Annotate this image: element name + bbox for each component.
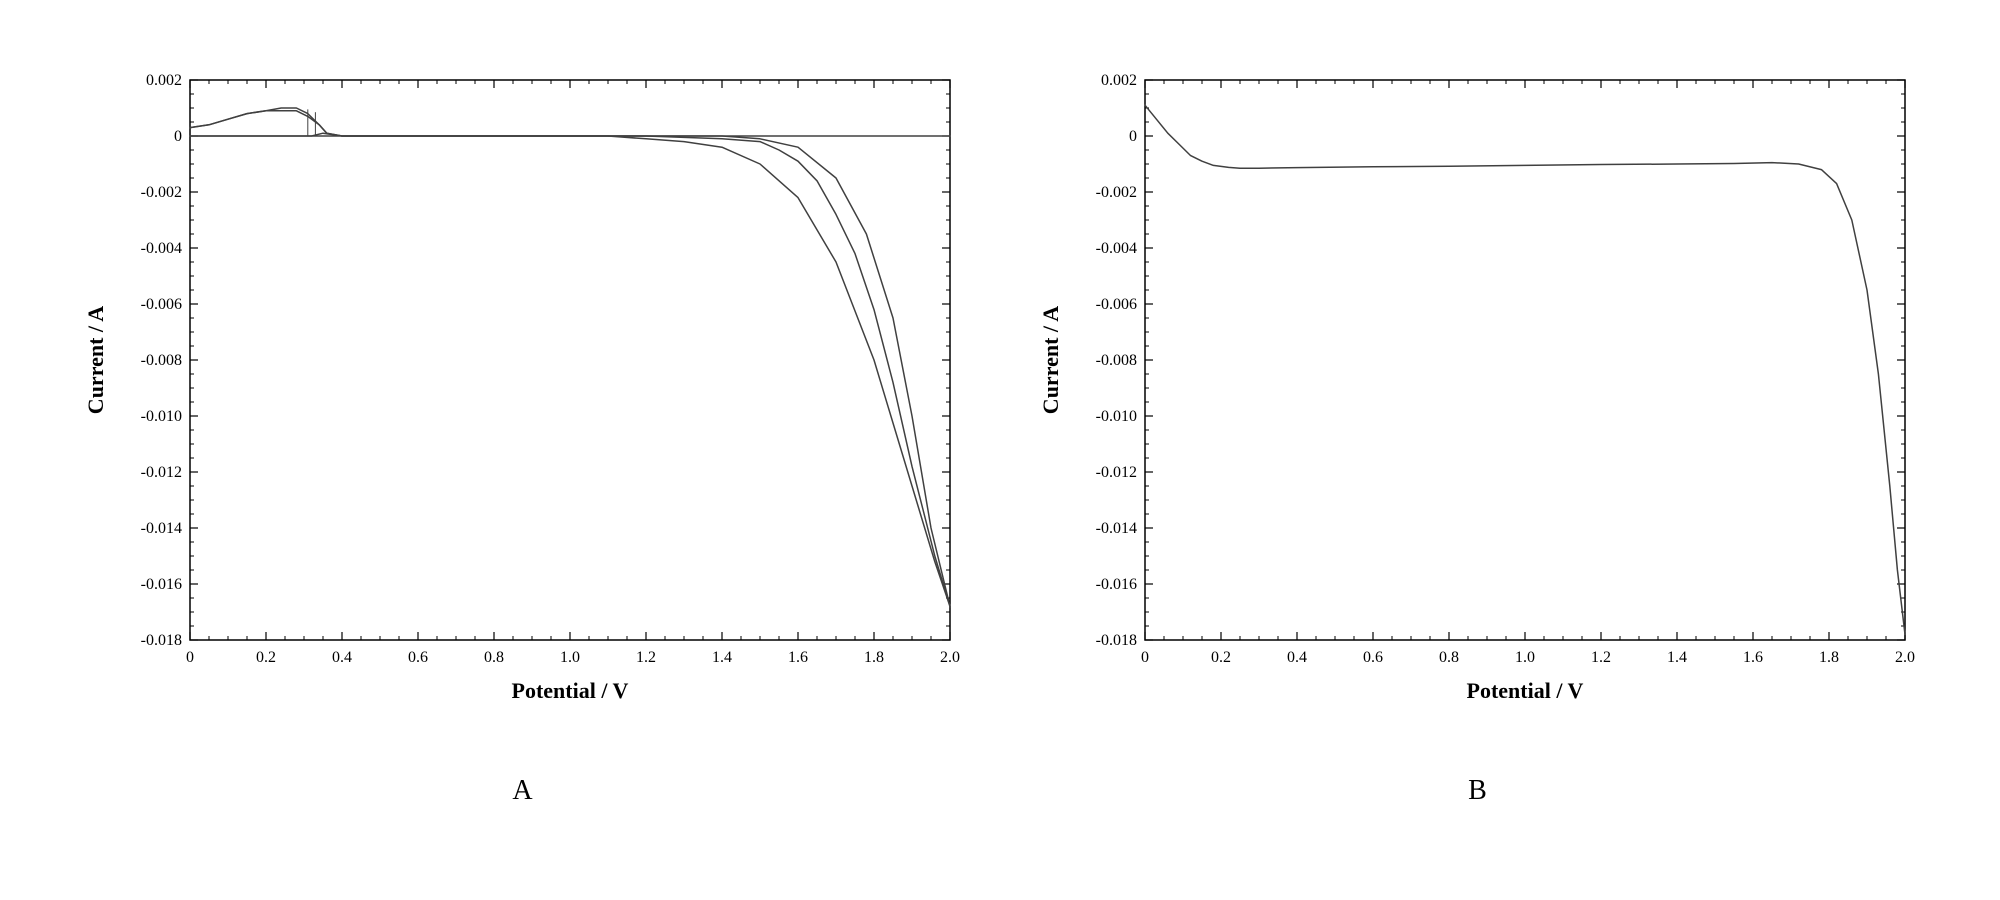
svg-text:-0.018: -0.018 xyxy=(1096,632,1137,649)
svg-text:-0.014: -0.014 xyxy=(141,520,182,537)
svg-text:-0.008: -0.008 xyxy=(141,352,182,369)
svg-text:0: 0 xyxy=(186,649,194,666)
svg-text:0.8: 0.8 xyxy=(1439,649,1459,666)
svg-text:-0.014: -0.014 xyxy=(1096,520,1137,537)
svg-text:Potential / V: Potential / V xyxy=(512,678,629,703)
svg-text:0.6: 0.6 xyxy=(408,649,428,666)
svg-text:1.2: 1.2 xyxy=(1591,649,1611,666)
svg-text:-0.004: -0.004 xyxy=(141,240,182,257)
svg-text:0.4: 0.4 xyxy=(1287,649,1307,666)
svg-text:-0.010: -0.010 xyxy=(1096,408,1137,425)
svg-text:-0.006: -0.006 xyxy=(141,296,182,313)
svg-text:0: 0 xyxy=(174,128,182,145)
svg-text:2.0: 2.0 xyxy=(1895,649,1915,666)
svg-text:1.0: 1.0 xyxy=(1515,649,1535,666)
svg-text:1.6: 1.6 xyxy=(1743,649,1763,666)
svg-text:1.8: 1.8 xyxy=(1819,649,1839,666)
chart-a-svg: 0 0.2 0.4 0.6 0.8 1.0 1.2 1.4 1.6 1.8 2.0 -0.018 -0.… xyxy=(75,60,970,735)
svg-text:0.4: 0.4 xyxy=(332,649,352,666)
svg-text:0: 0 xyxy=(1141,649,1149,666)
panel-b: 0 0.2 0.4 0.6 0.8 1.0 1.2 1.4 1.6 1.8 2.0 -0.018 -0.… xyxy=(1030,60,1925,807)
svg-text:-0.018: -0.018 xyxy=(141,632,182,649)
svg-text:0.8: 0.8 xyxy=(484,649,504,666)
svg-text:-0.004: -0.004 xyxy=(1096,240,1137,257)
svg-text:0.2: 0.2 xyxy=(256,649,276,666)
svg-text:1.0: 1.0 xyxy=(560,649,580,666)
svg-text:-0.006: -0.006 xyxy=(1096,296,1137,313)
svg-text:1.6: 1.6 xyxy=(788,649,808,666)
figure-container: 0 0.2 0.4 0.6 0.8 1.0 1.2 1.4 1.6 1.8 2.0 -0.018 -0.… xyxy=(0,0,2000,827)
panel-a-label: A xyxy=(512,775,532,807)
svg-text:-0.008: -0.008 xyxy=(1096,352,1137,369)
svg-text:0.2: 0.2 xyxy=(1211,649,1231,666)
svg-text:-0.016: -0.016 xyxy=(141,576,182,593)
svg-text:-0.012: -0.012 xyxy=(141,464,182,481)
svg-text:Potential / V: Potential / V xyxy=(1467,678,1584,703)
svg-text:Current / A: Current / A xyxy=(83,306,108,414)
svg-text:-0.002: -0.002 xyxy=(1096,184,1137,201)
svg-text:0.002: 0.002 xyxy=(146,72,182,89)
svg-text:1.2: 1.2 xyxy=(636,649,656,666)
svg-text:2.0: 2.0 xyxy=(940,649,960,666)
svg-text:-0.010: -0.010 xyxy=(141,408,182,425)
panel-b-label: B xyxy=(1468,775,1487,807)
chart-b-svg: 0 0.2 0.4 0.6 0.8 1.0 1.2 1.4 1.6 1.8 2.0 -0.018 -0.… xyxy=(1030,60,1925,735)
svg-text:0: 0 xyxy=(1129,128,1137,145)
svg-text:1.8: 1.8 xyxy=(864,649,884,666)
panel-a: 0 0.2 0.4 0.6 0.8 1.0 1.2 1.4 1.6 1.8 2.0 -0.018 -0.… xyxy=(75,60,970,807)
svg-text:-0.002: -0.002 xyxy=(141,184,182,201)
svg-text:1.4: 1.4 xyxy=(712,649,732,666)
svg-text:0.002: 0.002 xyxy=(1101,72,1137,89)
svg-text:1.4: 1.4 xyxy=(1667,649,1687,666)
svg-text:0.6: 0.6 xyxy=(1363,649,1383,666)
svg-text:Current / A: Current / A xyxy=(1038,306,1063,414)
svg-text:-0.012: -0.012 xyxy=(1096,464,1137,481)
svg-text:-0.016: -0.016 xyxy=(1096,576,1137,593)
